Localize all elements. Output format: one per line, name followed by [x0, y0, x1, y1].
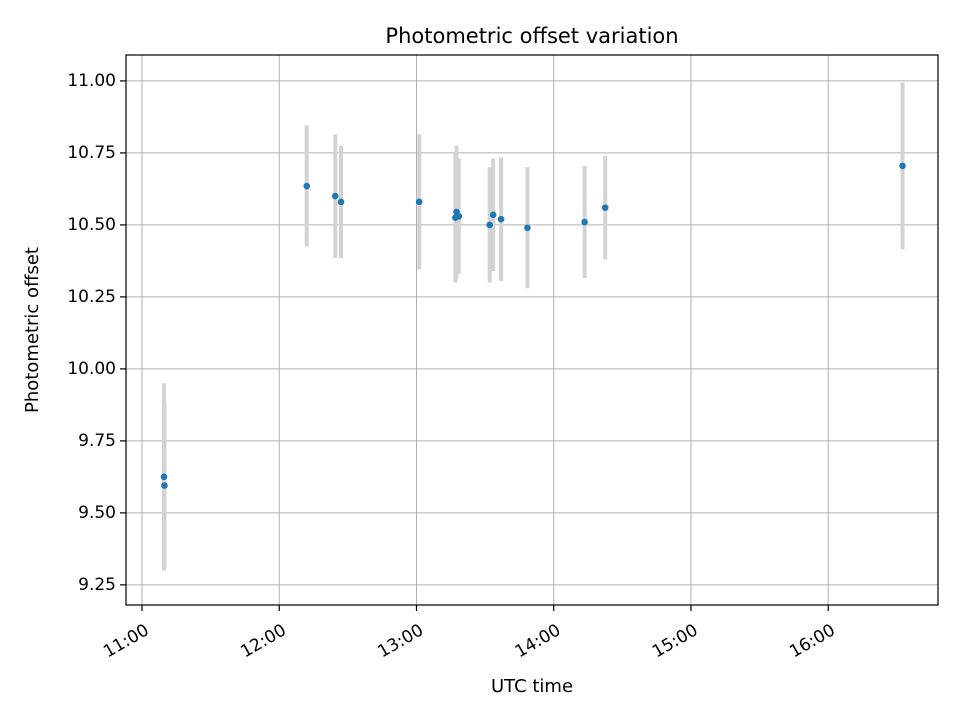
data-point: [497, 215, 505, 223]
data-point: [524, 224, 531, 232]
data-point: [899, 162, 906, 170]
grid: [126, 55, 938, 605]
data-point: [415, 198, 423, 206]
y-tick-label: 9.25: [78, 575, 116, 595]
y-tick-label: 11.00: [67, 71, 116, 91]
data-point: [160, 473, 168, 481]
data-point: [161, 482, 168, 489]
y-tick-label: 10.75: [67, 143, 116, 163]
data-point: [455, 212, 463, 220]
data-point: [337, 198, 345, 206]
data-point: [331, 192, 339, 200]
chart-title: Photometric offset variation: [385, 24, 678, 48]
data-points: [160, 162, 906, 489]
y-axis-label: Photometric offset: [22, 247, 43, 413]
y-tick-label: 10.25: [67, 287, 116, 307]
data-point: [601, 204, 609, 211]
y-axis: 9.25 9.50 9.75 10.00 10.25 10.50 10.75 11.00: [67, 71, 126, 595]
data-point: [581, 218, 588, 226]
x-axis-label: UTC time: [491, 676, 573, 697]
y-tick-label: 9.50: [78, 503, 116, 523]
y-tick-label: 9.75: [78, 431, 116, 451]
data-point: [486, 221, 493, 229]
plot-frame: [125, 54, 939, 606]
data-point: [489, 211, 497, 219]
y-tick-label: 10.00: [67, 359, 116, 379]
y-tick-label: 10.50: [67, 215, 116, 235]
data-point: [303, 182, 310, 190]
